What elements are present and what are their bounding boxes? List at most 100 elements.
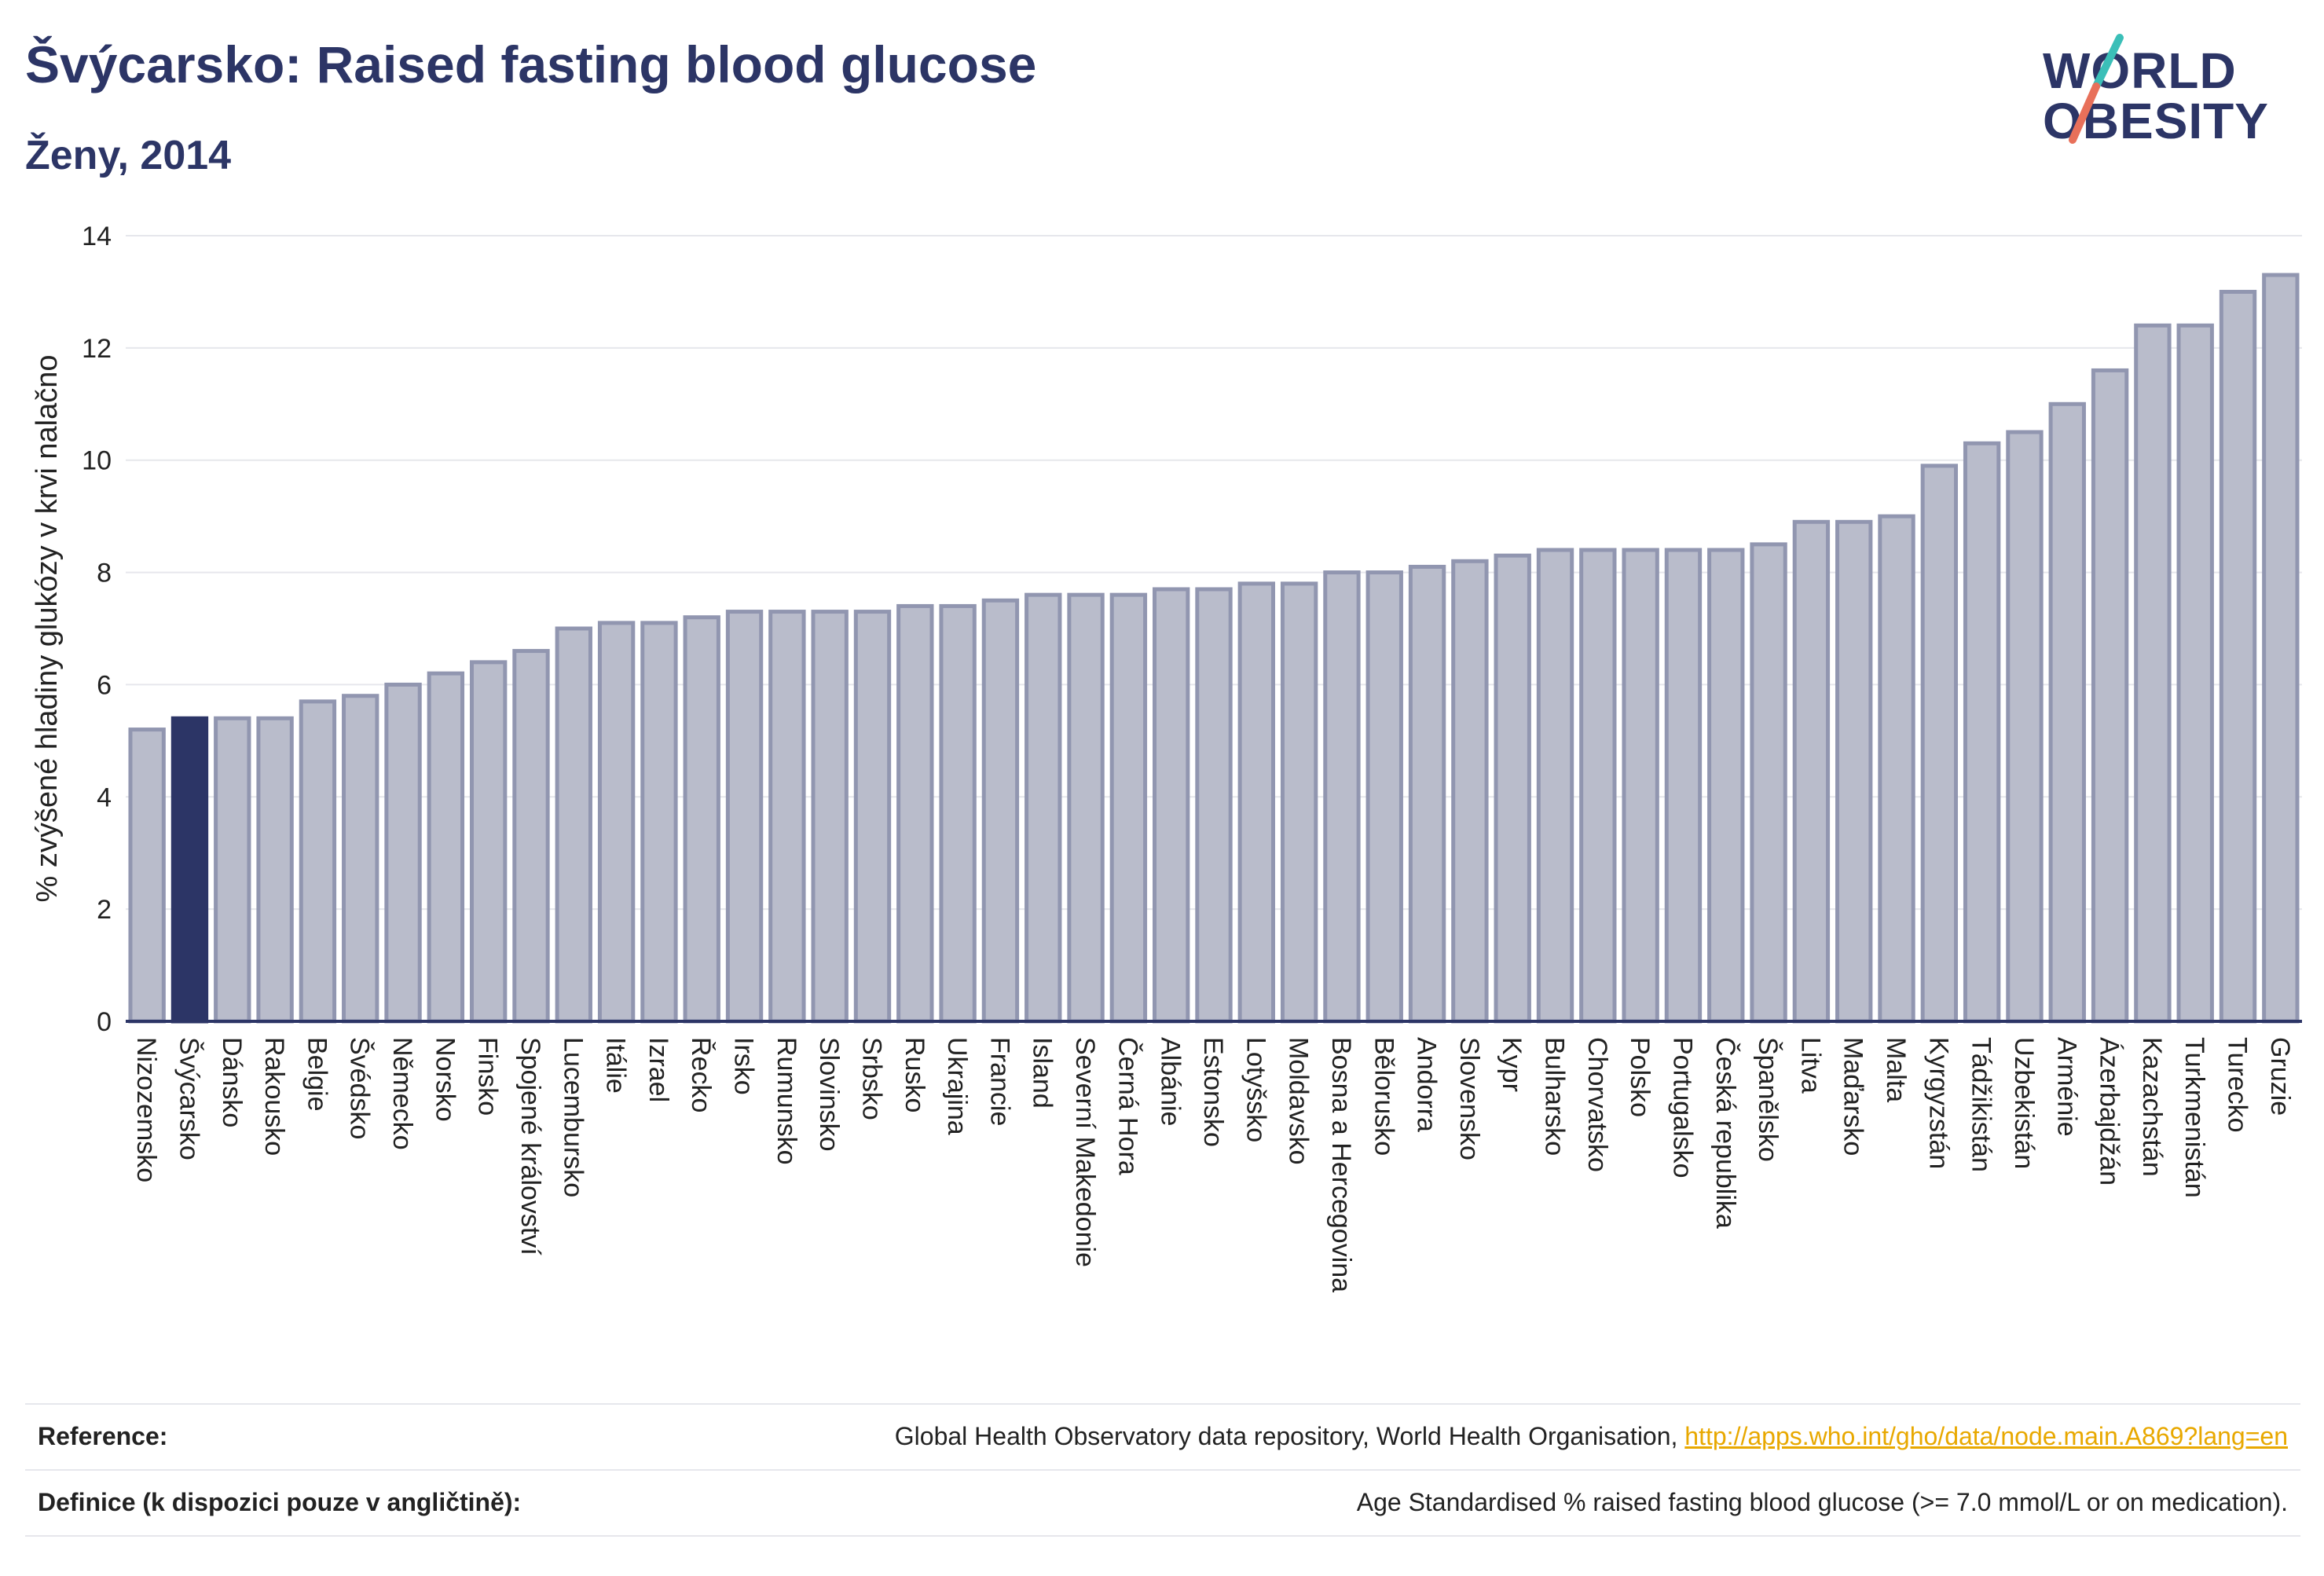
bar <box>1536 548 1574 1024</box>
definition-value: Age Standardised % raised fasting blood … <box>1356 1488 2288 1516</box>
x-tick-label: Spojené království <box>515 1037 545 1255</box>
bar <box>1707 548 1745 1024</box>
x-tick-label: Estonsko <box>1198 1037 1228 1147</box>
bar <box>342 694 379 1024</box>
x-tick-label: Švýcarsko <box>174 1037 203 1160</box>
x-tick-label: Andorra <box>1412 1037 1442 1132</box>
y-tick-label: 4 <box>97 783 112 812</box>
definition-label: Definice (k dispozici pouze v angličtině… <box>38 1488 522 1516</box>
bar <box>1408 564 1446 1024</box>
y-tick-label: 14 <box>82 222 112 251</box>
x-tick-label: Srbsko <box>856 1037 886 1120</box>
y-tick-label: 8 <box>97 559 112 588</box>
bar <box>1195 587 1233 1024</box>
x-tick-label: Irsko <box>729 1037 759 1095</box>
x-tick-label: Kyrgyzstán <box>1923 1037 1953 1169</box>
bar <box>2176 323 2214 1024</box>
bar-highlighted <box>170 716 209 1024</box>
bar <box>2262 273 2300 1024</box>
reference-value: Global Health Observatory data repositor… <box>895 1422 2288 1451</box>
x-tick-label: Chorvatsko <box>1582 1037 1612 1172</box>
x-tick-label: Švédsko <box>345 1037 375 1139</box>
bar <box>640 621 678 1024</box>
x-tick-label: Arménie <box>2051 1037 2081 1137</box>
bar <box>469 660 508 1024</box>
bar <box>597 621 636 1024</box>
x-tick-label: Lucembursko <box>558 1037 588 1197</box>
bar <box>1792 519 1831 1024</box>
x-tick-label: Česká republika <box>1710 1037 1740 1229</box>
x-tick-label: Černá Hora <box>1113 1037 1142 1175</box>
bar <box>981 598 1020 1024</box>
x-tick-label: Bosna a Hercegovina <box>1326 1037 1356 1292</box>
x-tick-label: Itálie <box>601 1037 631 1094</box>
bar <box>1494 553 1531 1024</box>
bar <box>1323 570 1361 1024</box>
x-tick-label: Ázerbajdžán <box>2095 1037 2124 1186</box>
reference-label: Reference: <box>38 1422 168 1450</box>
bar <box>1365 570 1403 1024</box>
bar-chart: 0 2 4 6 8 10 12 14 % zvýšené hladiny glukózy v k… <box>31 222 2302 1292</box>
bar <box>2219 289 2257 1024</box>
x-tick-label: Norsko <box>430 1037 460 1122</box>
bar <box>1878 514 1915 1024</box>
x-tick-label: Dánsko <box>217 1037 247 1127</box>
x-tick-label: Moldavsko <box>1284 1037 1314 1165</box>
x-tick-label: Rumunsko <box>772 1037 801 1165</box>
bar <box>1664 548 1703 1024</box>
y-tick-label: 2 <box>97 895 112 925</box>
x-tick-label: Severní Makedonie <box>1070 1037 1100 1267</box>
footer-table: Reference: Global Health Observatory dat… <box>25 1403 2300 1537</box>
x-tick-label: Maďarsko <box>1838 1037 1868 1156</box>
x-tick-label: Uzbekistán <box>2009 1037 2039 1169</box>
logo-slash-icon <box>2069 34 2124 144</box>
bar <box>1750 542 1787 1024</box>
bar <box>555 626 592 1024</box>
bar <box>1451 559 1489 1024</box>
x-tick-label: Řecko <box>686 1037 716 1112</box>
bar <box>299 699 337 1024</box>
bar <box>1025 592 1062 1024</box>
bar <box>2006 430 2044 1024</box>
x-tick-label: Ukrajina <box>942 1037 972 1135</box>
x-tick-label: Izrael <box>643 1037 673 1102</box>
reference-link[interactable]: http://apps.who.int/gho/data/node.main.A… <box>1684 1422 2288 1450</box>
bar <box>811 610 849 1024</box>
reference-row: Reference: Global Health Observatory dat… <box>25 1405 2300 1471</box>
x-tick-label: Finsko <box>473 1037 503 1116</box>
x-tick-label: Německo <box>387 1037 417 1150</box>
logo-line-1: WORLD <box>2043 42 2237 99</box>
x-tick-label: Kazachstán <box>2137 1037 2167 1177</box>
reference-text: Global Health Observatory data repositor… <box>894 1422 1685 1450</box>
y-tick-label: 10 <box>82 446 112 476</box>
x-tick-label: Island <box>1028 1037 1058 1109</box>
bar <box>1622 548 1659 1024</box>
x-tick-label: Tádžikistán <box>1967 1037 1996 1172</box>
bar <box>1237 581 1275 1024</box>
bar <box>384 682 422 1024</box>
y-tick-label: 12 <box>82 334 112 364</box>
bar <box>896 603 934 1024</box>
bar <box>683 615 720 1024</box>
world-obesity-logo: WORLD OBESITY <box>2043 34 2302 165</box>
x-tick-label: Francie <box>984 1037 1014 1126</box>
chart-subtitle: Ženy, 2014 <box>25 133 232 178</box>
bar <box>2048 401 2086 1024</box>
x-tick-label: Rakousko <box>259 1037 289 1156</box>
y-tick-label: 6 <box>97 670 112 700</box>
bar <box>427 671 465 1024</box>
x-tick-label: Rusko <box>900 1037 929 1112</box>
x-tick-label: Bulharsko <box>1540 1037 1570 1156</box>
x-tick-label: Albánie <box>1156 1037 1186 1126</box>
bar <box>1963 441 2001 1024</box>
x-tick-label: Lotyšsko <box>1241 1037 1270 1142</box>
bar <box>1920 464 1959 1024</box>
x-tick-label: Litva <box>1795 1037 1825 1094</box>
x-tick-label: Polsko <box>1625 1037 1655 1117</box>
bar <box>725 610 764 1024</box>
bar <box>768 610 806 1024</box>
x-tick-label: Nizozemsko <box>131 1037 161 1182</box>
x-tick-label: Bělorusko <box>1369 1037 1398 1156</box>
x-tick-label: Turecko <box>2223 1037 2253 1133</box>
x-tick-label: Gruzie <box>2265 1037 2295 1116</box>
